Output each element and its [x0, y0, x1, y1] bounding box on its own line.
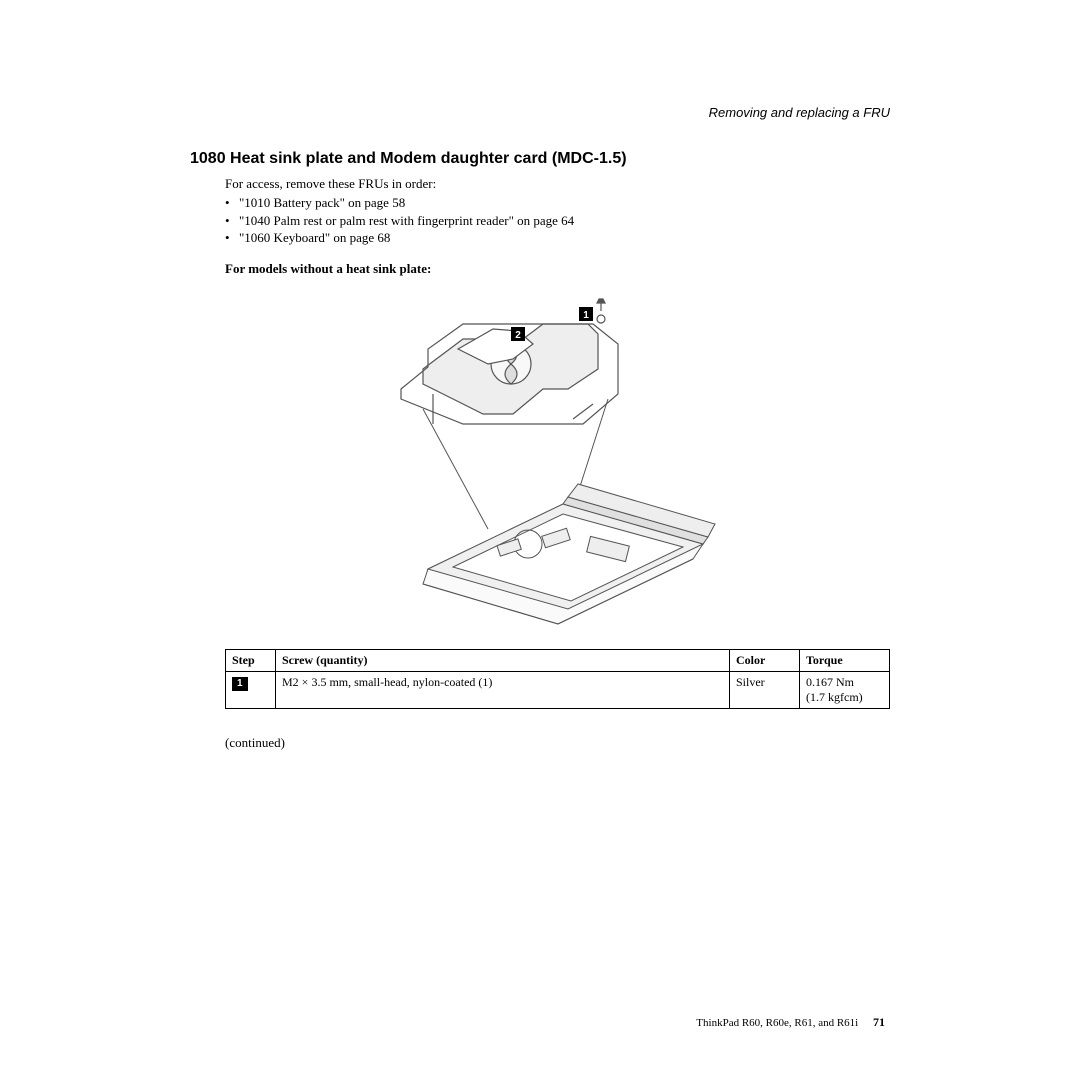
continued-text: (continued)	[225, 735, 890, 751]
callout-2: 2	[515, 330, 521, 341]
prereq-item: "1040 Palm rest or palm rest with finger…	[225, 212, 890, 230]
table-row: 1 M2 × 3.5 mm, small-head, nylon-coated …	[226, 671, 890, 708]
footer-page-number: 71	[873, 1015, 885, 1029]
prereq-item: "1060 Keyboard" on page 68	[225, 229, 890, 247]
diagram-container: 1 2	[225, 289, 890, 629]
td-screw: M2 × 3.5 mm, small-head, nylon-coated (1…	[276, 671, 730, 708]
prereq-item: "1010 Battery pack" on page 58	[225, 194, 890, 212]
callout-1: 1	[583, 310, 589, 321]
step-badge: 1	[232, 677, 248, 691]
prereq-list: "1010 Battery pack" on page 58 "1040 Pal…	[225, 194, 890, 247]
section-title: 1080 Heat sink plate and Modem daughter …	[190, 150, 890, 168]
intro-text: For access, remove these FRUs in order:	[225, 176, 890, 192]
th-color: Color	[730, 649, 800, 671]
laptop-diagram: 1 2	[393, 289, 723, 629]
subheading: For models without a heat sink plate:	[225, 261, 890, 277]
screw-table: Step Screw (quantity) Color Torque 1 M2 …	[225, 649, 890, 709]
td-color: Silver	[730, 671, 800, 708]
page-footer: ThinkPad R60, R60e, R61, and R61i 71	[696, 1015, 885, 1030]
running-header: Removing and replacing a FRU	[190, 105, 890, 120]
footer-model: ThinkPad R60, R60e, R61, and R61i	[696, 1017, 858, 1029]
th-torque: Torque	[800, 649, 890, 671]
td-step: 1	[226, 671, 276, 708]
th-screw: Screw (quantity)	[276, 649, 730, 671]
th-step: Step	[226, 649, 276, 671]
table-header-row: Step Screw (quantity) Color Torque	[226, 649, 890, 671]
td-torque: 0.167 Nm (1.7 kgfcm)	[800, 671, 890, 708]
